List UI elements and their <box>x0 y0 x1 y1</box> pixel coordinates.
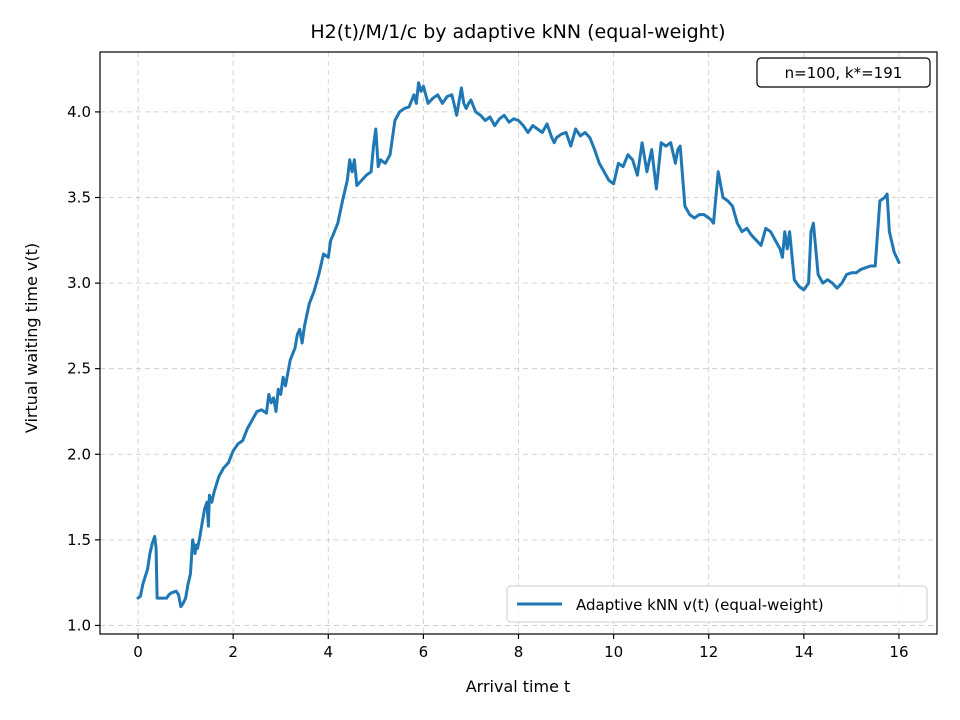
x-tick-label: 6 <box>419 643 429 661</box>
x-axis-label: Arrival time t <box>466 677 571 696</box>
y-axis: 1.0 1.5 2.0 2.5 3.0 3.5 4.0 <box>67 103 100 634</box>
y-axis-label: Virtual waiting time v(t) <box>22 243 41 433</box>
annotation-text: n=100, k*=191 <box>785 64 903 82</box>
chart-title: H2(t)/M/1/c by adaptive kNN (equal-weigh… <box>310 21 725 43</box>
x-tick-label: 12 <box>699 643 718 661</box>
x-tick-label: 4 <box>323 643 333 661</box>
x-axis: 0 2 4 6 8 10 12 14 16 <box>133 634 909 661</box>
y-tick-label: 2.0 <box>67 445 91 463</box>
x-tick-label: 14 <box>794 643 813 661</box>
y-tick-label: 1.5 <box>67 531 91 549</box>
annotation-box: n=100, k*=191 <box>756 57 931 88</box>
y-tick-label: 4.0 <box>67 103 91 121</box>
grid <box>100 52 937 634</box>
x-tick-label: 2 <box>228 643 238 661</box>
x-tick-label: 8 <box>514 643 524 661</box>
y-tick-label: 1.0 <box>67 616 91 634</box>
legend-label: Adaptive kNN v(t) (equal-weight) <box>576 596 824 614</box>
y-tick-label: 3.0 <box>67 274 91 292</box>
series-layer <box>136 81 901 609</box>
x-tick-label: 0 <box>133 643 143 661</box>
y-tick-label: 2.5 <box>67 360 91 378</box>
y-tick-label: 3.5 <box>67 189 91 207</box>
x-tick-label: 16 <box>889 643 908 661</box>
series-line <box>136 81 901 609</box>
x-tick-label: 10 <box>604 643 623 661</box>
legend: Adaptive kNN v(t) (equal-weight) <box>506 585 928 623</box>
